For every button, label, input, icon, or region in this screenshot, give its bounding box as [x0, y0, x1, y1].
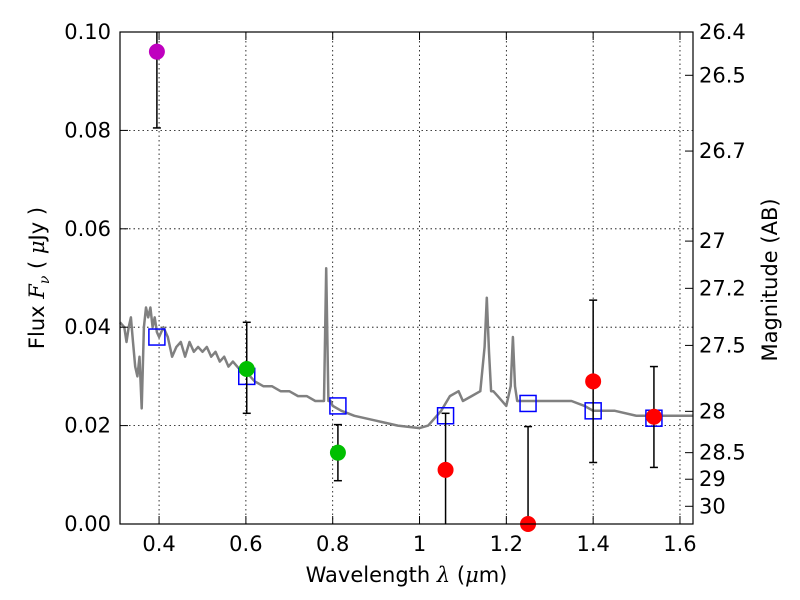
y-axis-label-mu: μ: [25, 240, 49, 254]
observed-point: [329, 444, 346, 461]
right-tick-label: 26.7: [699, 139, 746, 163]
observed-point: [238, 361, 255, 378]
y-axis-label-f: F: [25, 283, 49, 300]
y-tick-label: 0.06: [64, 217, 111, 241]
right-axis-label: Magnitude (AB): [758, 198, 782, 361]
observed-points: [148, 43, 662, 532]
y-tick-label: 0.02: [64, 414, 111, 438]
plot-frame: [119, 31, 694, 525]
right-tick-label: 28: [699, 399, 726, 423]
right-tick-label: 26.5: [699, 63, 746, 87]
x-tick-label: 0.4: [142, 532, 175, 556]
x-axis-label-mu: μ: [465, 563, 479, 587]
y-tick-label: 0.00: [64, 512, 111, 536]
y-tick-label: 0.10: [64, 20, 111, 44]
right-tick-label: 27.5: [699, 333, 746, 357]
right-tick-label: 27: [699, 229, 726, 253]
model-point: [329, 397, 347, 415]
observed-point: [645, 408, 662, 425]
model-point: [519, 394, 537, 413]
y-axis-label-text: Flux: [25, 299, 49, 349]
x-axis-label: Wavelength λ (μm): [306, 563, 508, 587]
grid-lines: [120, 31, 693, 525]
x-tick-label: 1: [413, 532, 426, 556]
model-point: [148, 328, 166, 346]
template-spectrum-line: [119, 266, 693, 430]
right-tick-label: 29: [699, 467, 726, 491]
right-tick-label: 28.5: [699, 441, 746, 465]
y-tick-label: 0.08: [64, 118, 111, 142]
observed-point: [437, 461, 454, 478]
x-tick-label: 1.6: [663, 532, 696, 556]
observed-point: [585, 373, 602, 390]
error-bars: [152, 32, 658, 524]
y-axis-label: Flux Fν ( μJy ): [25, 207, 53, 349]
y-tick-label: 0.04: [64, 315, 111, 339]
x-tick-label: 0.6: [229, 532, 262, 556]
right-tick-label: 27.2: [699, 276, 746, 300]
model-points: [148, 328, 663, 427]
x-axis-label-text: Wavelength: [306, 563, 437, 587]
x-tick-label: 1.2: [490, 532, 523, 556]
x-tick-label: 1.4: [576, 532, 609, 556]
y-axis-label-nu: ν: [37, 275, 53, 284]
y-axis-label-unit: Jy ): [25, 207, 49, 243]
x-axis-label-lambda: λ: [436, 563, 450, 587]
x-axis-label-unit: m): [479, 563, 508, 587]
right-tick-label: 26.4: [699, 20, 746, 44]
x-tick-label: 0.8: [316, 532, 349, 556]
y-axis-label-open: (: [25, 254, 49, 276]
x-axis-label-open: (: [450, 563, 465, 587]
right-tick-label: 30: [699, 494, 726, 518]
template-layer: [119, 266, 693, 430]
ticks: 0.4 0.6 0.8 1 1.2 1.4 1.6 0.00 0.02 0.04 0.06 0.08 0…: [64, 20, 746, 556]
observed-point: [148, 43, 165, 60]
